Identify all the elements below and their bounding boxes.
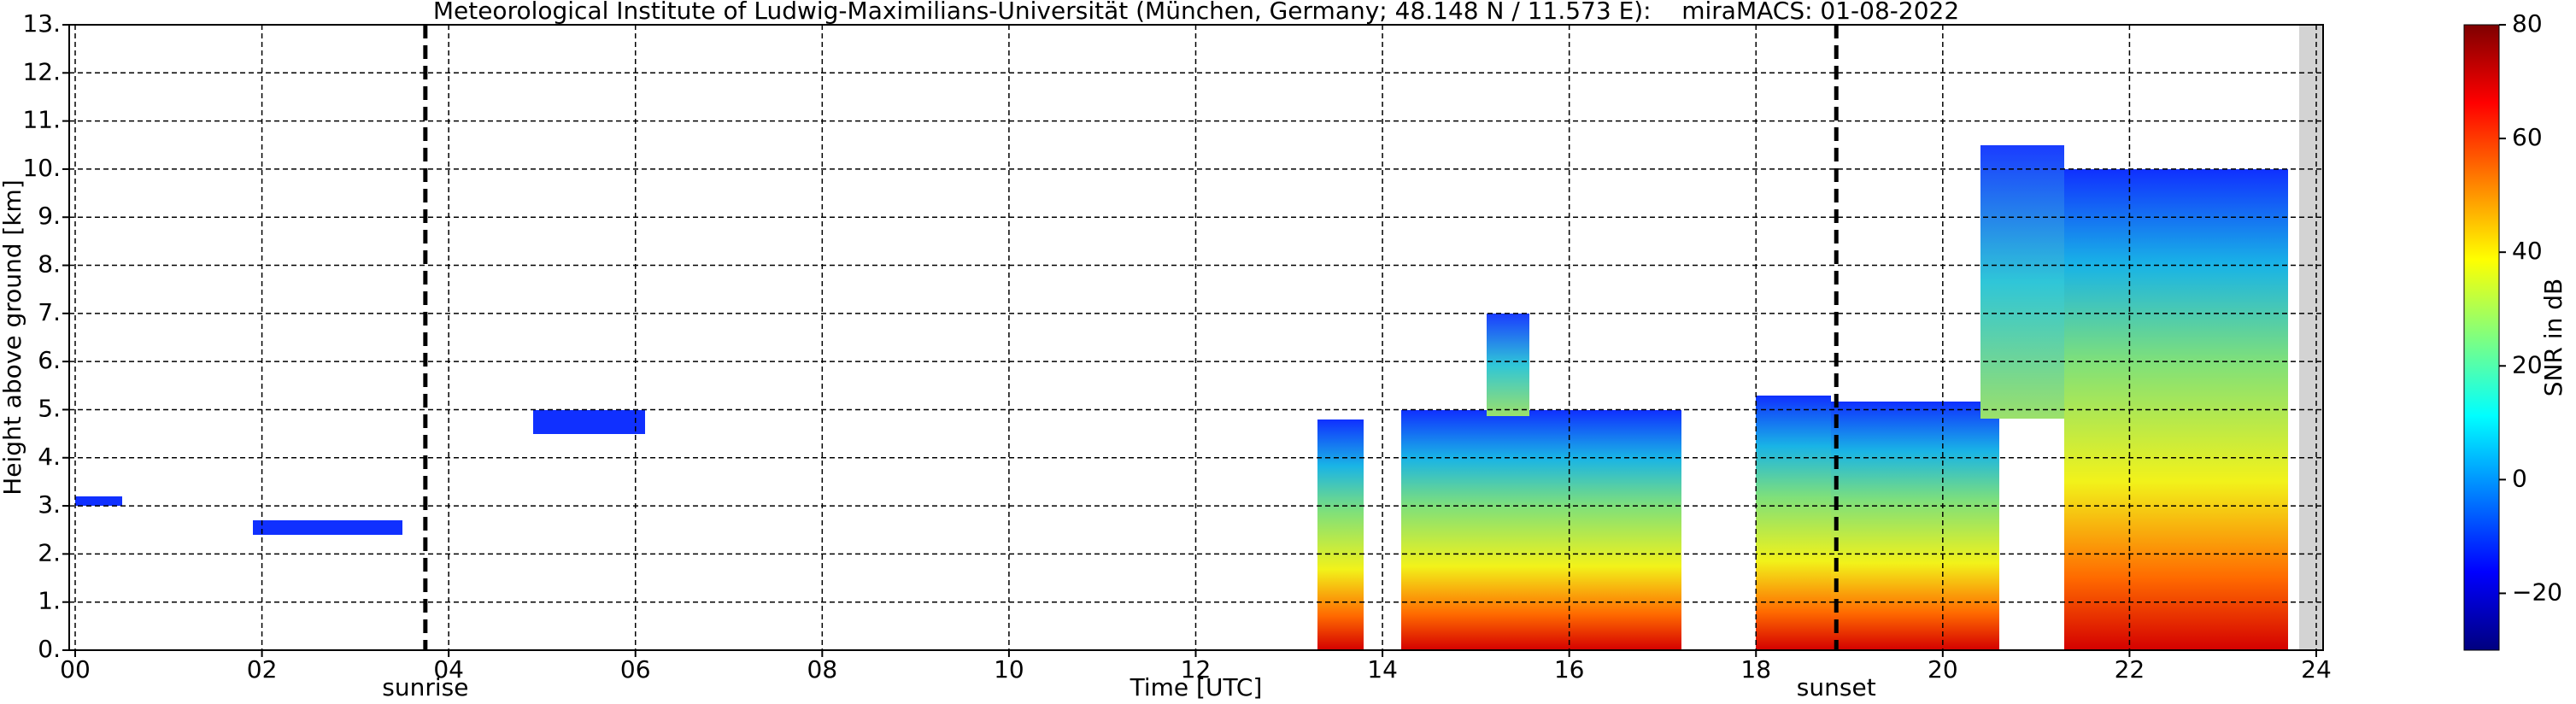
x-tick-label: 20 xyxy=(1928,655,1958,683)
y-tick-label: 6. xyxy=(38,346,61,374)
x-tick-label: 04 xyxy=(433,655,464,683)
y-tick-label: 5. xyxy=(38,394,61,422)
annotation-label: sunset xyxy=(1797,673,1876,701)
x-tick-label: 24 xyxy=(2301,655,2332,683)
x-tick-label: 16 xyxy=(1554,655,1585,683)
colorbar-tick-label: 0 xyxy=(2512,464,2527,492)
colorbar-tick-label: −20 xyxy=(2512,578,2562,606)
y-tick-label: 11. xyxy=(22,106,61,134)
annotation-label: sunrise xyxy=(382,673,468,701)
echo xyxy=(75,496,122,506)
colorbar-tick-label: 20 xyxy=(2512,350,2543,378)
x-tick-label: 22 xyxy=(2115,655,2145,683)
y-tick-label: 10. xyxy=(22,154,61,182)
x-tick-label: 18 xyxy=(1740,655,1771,683)
x-tick-label: 10 xyxy=(994,655,1024,683)
colorbar-tick-label: 80 xyxy=(2512,9,2543,38)
colorbar-label: SNR in dB xyxy=(2539,279,2567,396)
y-tick-label: 8. xyxy=(38,250,61,279)
y-tick-label: 2. xyxy=(38,538,61,566)
echo xyxy=(1401,410,1485,650)
x-tick-label: 06 xyxy=(620,655,651,683)
y-tick-label: 9. xyxy=(38,202,61,230)
x-tick-label: 14 xyxy=(1367,655,1398,683)
echo xyxy=(1485,410,1681,650)
y-tick-label: 3. xyxy=(38,490,61,519)
echo xyxy=(1831,402,1999,650)
x-tick-label: 12 xyxy=(1181,655,1212,683)
x-axis-label: Time [UTC] xyxy=(1130,673,1263,701)
chart-title: Meteorological Institute of Ludwig-Maxim… xyxy=(433,0,1959,25)
y-tick-label: 0. xyxy=(38,635,61,663)
y-tick-label: 12. xyxy=(22,57,61,85)
echo xyxy=(1317,419,1364,650)
y-axis-label: Height above ground [km] xyxy=(0,179,26,496)
x-tick-label: 08 xyxy=(807,655,838,683)
y-tick-label: 1. xyxy=(38,587,61,615)
colorbar-tick-label: 60 xyxy=(2512,123,2543,151)
radar-echoes xyxy=(75,25,2323,650)
x-tick-label: 02 xyxy=(247,655,278,683)
echo xyxy=(1487,314,1529,416)
y-tick-label: 4. xyxy=(38,443,61,471)
echo xyxy=(533,410,645,434)
no-data-region xyxy=(2299,25,2323,650)
x-tick-label: 00 xyxy=(60,655,91,683)
y-tick-label: 7. xyxy=(38,298,61,326)
echo xyxy=(1756,396,1831,650)
echo xyxy=(253,520,402,535)
colorbar-tick-label: 40 xyxy=(2512,237,2543,265)
echo xyxy=(1980,145,2064,419)
colorbar xyxy=(2463,24,2500,651)
y-tick-label: 13. xyxy=(22,9,61,38)
